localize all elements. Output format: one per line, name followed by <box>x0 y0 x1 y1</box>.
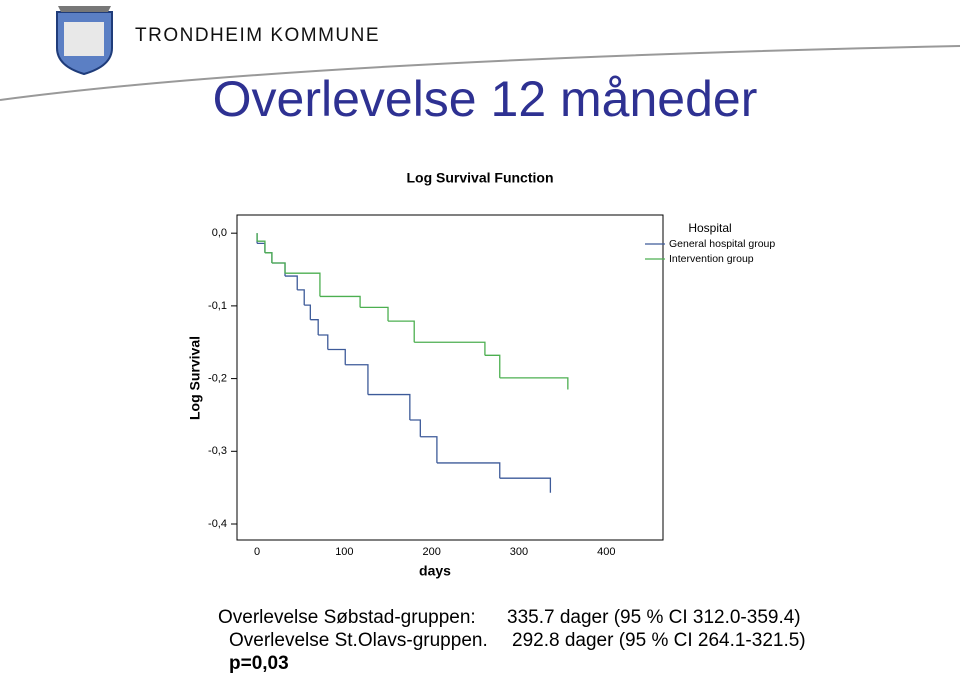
survival-step <box>484 354 501 378</box>
logo <box>56 6 113 76</box>
survival-step <box>327 348 346 365</box>
legend-label: General hospital group <box>669 238 775 250</box>
x-tick-label: 200 <box>422 546 440 558</box>
survival-step <box>304 304 311 320</box>
y-axis-label: Log Survival <box>187 336 203 420</box>
divider <box>0 45 960 101</box>
result-label: Overlevelse St.Olavs-gruppen. <box>229 630 488 651</box>
organization: TRONDHEIM KOMMUNE <box>135 25 380 46</box>
survival-step <box>319 295 361 308</box>
result-value: 335.7 dager (95 % CI 312.0-359.4) <box>507 607 801 628</box>
survival-step <box>420 436 438 463</box>
survival-step <box>264 252 273 263</box>
survival-step <box>285 275 298 290</box>
x-tick-label: 0 <box>254 546 260 558</box>
survival-step <box>499 377 569 390</box>
survival-step <box>414 341 486 356</box>
survival-step <box>409 419 421 437</box>
results: Overlevelse Søbstad-gruppen: 335.7 dager… <box>218 607 806 674</box>
survival-step <box>388 320 415 343</box>
y-tick-label: -0,3 <box>208 445 227 457</box>
survival-step <box>271 262 286 274</box>
survival-step <box>310 319 319 335</box>
survival-step <box>264 252 273 263</box>
y-tick-label: -0,4 <box>208 518 227 530</box>
legend-title: Hospital <box>688 221 731 235</box>
result-value: 292.8 dager (95 % CI 264.1-321.5) <box>512 630 806 651</box>
x-axis-label: days <box>419 563 451 579</box>
survival-step <box>271 262 286 277</box>
survival-step <box>285 272 321 297</box>
survival-step <box>257 240 266 253</box>
y-tick-label: -0,2 <box>208 372 227 384</box>
plot-frame <box>236 214 664 541</box>
survival-step <box>345 364 369 395</box>
survival-step <box>360 306 389 322</box>
y-tick-label: -0,1 <box>208 300 227 312</box>
result-label: Overlevelse Søbstad-gruppen: <box>218 607 476 628</box>
survival-step <box>436 462 501 479</box>
survival-step <box>318 334 329 350</box>
y-tick-label: 0,0 <box>212 227 227 239</box>
survival-step <box>297 289 305 306</box>
survival-step <box>499 477 552 493</box>
survival-step <box>367 393 411 421</box>
p-value: p=0,03 <box>229 653 289 674</box>
x-tick-label: 300 <box>510 546 528 558</box>
slide-title: Overlevelse 12 måneder <box>213 71 758 127</box>
survival-step <box>257 242 266 253</box>
x-tick-label: 100 <box>335 546 353 558</box>
x-tick-label: 400 <box>597 546 615 558</box>
chart-title: Log Survival Function <box>406 170 553 186</box>
legend-label: Intervention group <box>669 253 754 265</box>
